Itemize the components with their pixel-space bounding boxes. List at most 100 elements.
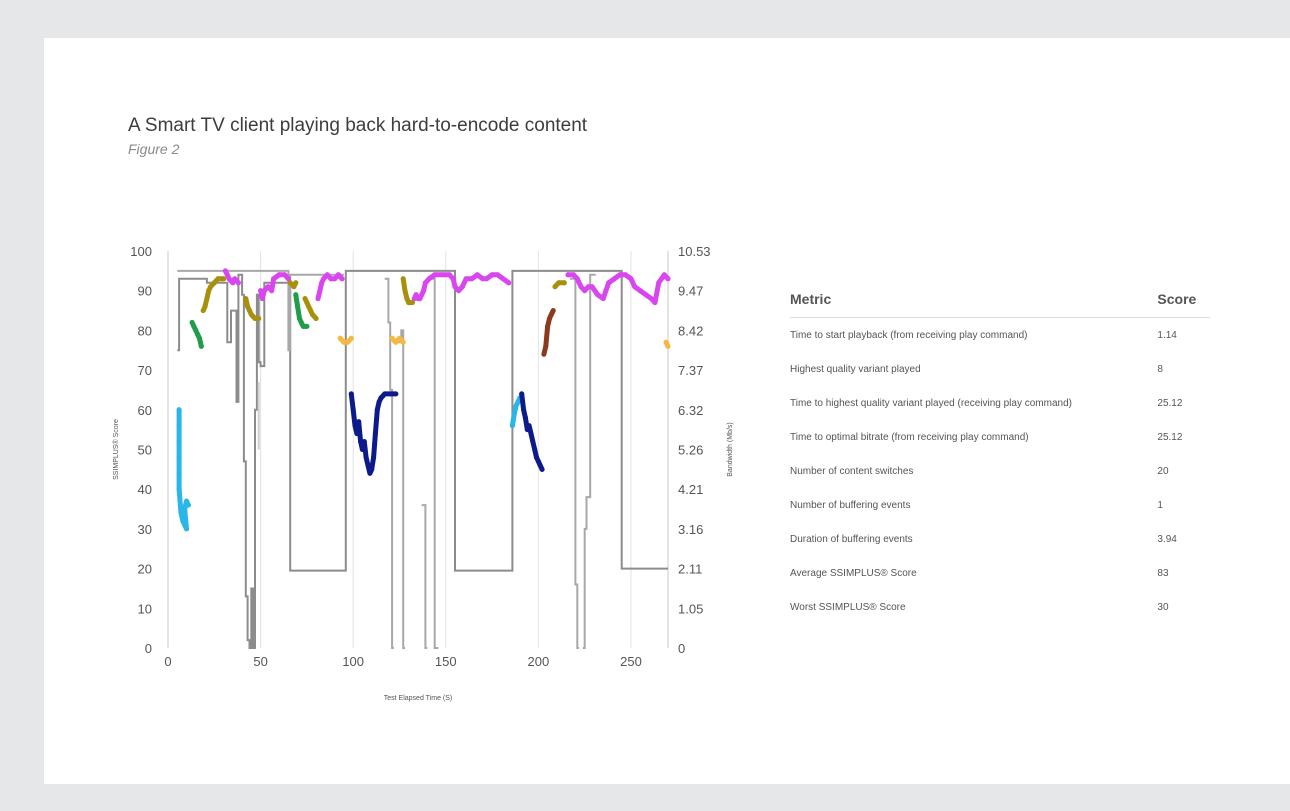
data-point	[182, 506, 188, 512]
metric-score: 1	[1157, 499, 1163, 511]
metric-name: Duration of buffering events	[790, 533, 913, 545]
data-point	[406, 300, 412, 306]
y-tick-label: 20	[138, 562, 152, 577]
data-point	[400, 339, 406, 345]
data-point	[252, 316, 258, 321]
metrics-header-row: Metric Score	[790, 283, 1210, 318]
table-row: Time to start playback (from receiving p…	[790, 318, 1210, 353]
table-row: Number of buffering events 1	[790, 488, 1210, 522]
data-point	[345, 339, 351, 345]
data-point	[665, 343, 671, 349]
y-tick-label: 100	[130, 244, 152, 259]
data-point	[313, 316, 319, 321]
bandwidth-line	[397, 329, 405, 649]
data-point	[204, 296, 210, 302]
data-point	[298, 320, 304, 325]
data-point	[382, 391, 388, 397]
metric-column-header: Metric	[790, 291, 832, 307]
data-point	[509, 423, 515, 429]
y2-tick-label: 5.26	[678, 443, 703, 458]
data-point	[265, 284, 271, 290]
data-point	[215, 276, 221, 282]
data-point	[304, 300, 310, 306]
data-point	[469, 276, 475, 282]
metric-score: 25.12	[1157, 431, 1183, 443]
data-point	[574, 276, 580, 282]
data-point	[447, 272, 452, 278]
data-point	[393, 391, 399, 397]
data-point	[230, 280, 236, 286]
data-point	[582, 288, 588, 294]
data-point	[208, 284, 214, 290]
bandwidth-line	[421, 504, 428, 649]
data-point	[352, 423, 358, 429]
data-point	[600, 296, 606, 302]
y-tick-label: 60	[138, 403, 152, 418]
y2-tick-label: 8.42	[678, 323, 703, 338]
table-row: Number of content switches 20	[790, 454, 1210, 488]
data-point	[317, 288, 323, 294]
data-point	[400, 276, 406, 282]
data-point	[426, 276, 432, 282]
data-point	[324, 272, 330, 278]
data-point	[519, 391, 525, 397]
data-point	[308, 308, 314, 314]
bandwidth-line	[177, 269, 668, 649]
data-point	[180, 518, 186, 524]
data-point	[282, 272, 288, 278]
data-point	[652, 300, 658, 306]
data-point	[184, 498, 189, 504]
data-point	[245, 304, 251, 310]
data-point	[365, 462, 371, 468]
data-point	[537, 462, 543, 468]
data-point	[411, 296, 417, 302]
data-point	[535, 458, 541, 464]
data-point	[474, 272, 480, 278]
data-point	[372, 431, 378, 437]
data-point	[378, 395, 384, 401]
data-point	[480, 276, 486, 282]
metric-score: 83	[1157, 567, 1169, 579]
data-point	[452, 284, 458, 290]
data-point	[397, 335, 402, 341]
data-point	[293, 280, 299, 286]
y-tick-label: 30	[138, 522, 152, 537]
y2-tick-label: 10.53	[678, 244, 711, 259]
data-point	[335, 272, 341, 278]
data-point	[293, 292, 299, 298]
data-point	[637, 288, 643, 294]
data-point	[328, 276, 334, 282]
data-point	[356, 419, 362, 425]
data-point	[354, 431, 360, 437]
data-point	[247, 308, 252, 314]
data-point	[522, 415, 528, 421]
data-point	[300, 323, 306, 329]
x-tick-label: 0	[164, 654, 171, 669]
y-axis-label: SSIMPLUS® Score	[112, 419, 120, 480]
data-point	[528, 431, 534, 437]
data-point	[339, 276, 345, 282]
data-point	[285, 276, 291, 282]
y2-tick-label: 0	[678, 641, 685, 656]
data-point	[661, 272, 667, 278]
data-point	[648, 296, 654, 302]
data-point	[198, 343, 204, 349]
data-point	[541, 351, 547, 357]
data-point	[421, 288, 427, 294]
data-point	[606, 280, 612, 286]
data-point	[350, 407, 356, 413]
data-point	[182, 522, 188, 528]
y-tick-label: 80	[138, 323, 152, 338]
data-point	[534, 454, 539, 460]
data-point	[511, 411, 517, 417]
data-point	[628, 276, 634, 282]
y2-tick-label: 2.11	[678, 562, 702, 577]
data-point	[632, 284, 638, 290]
data-point	[332, 276, 338, 282]
y2-axis-label: Bandwidth (Mb/s)	[727, 422, 734, 476]
data-point	[176, 423, 182, 429]
data-point	[495, 272, 501, 278]
data-point	[361, 439, 367, 445]
data-point	[337, 335, 343, 341]
data-point	[513, 403, 519, 409]
